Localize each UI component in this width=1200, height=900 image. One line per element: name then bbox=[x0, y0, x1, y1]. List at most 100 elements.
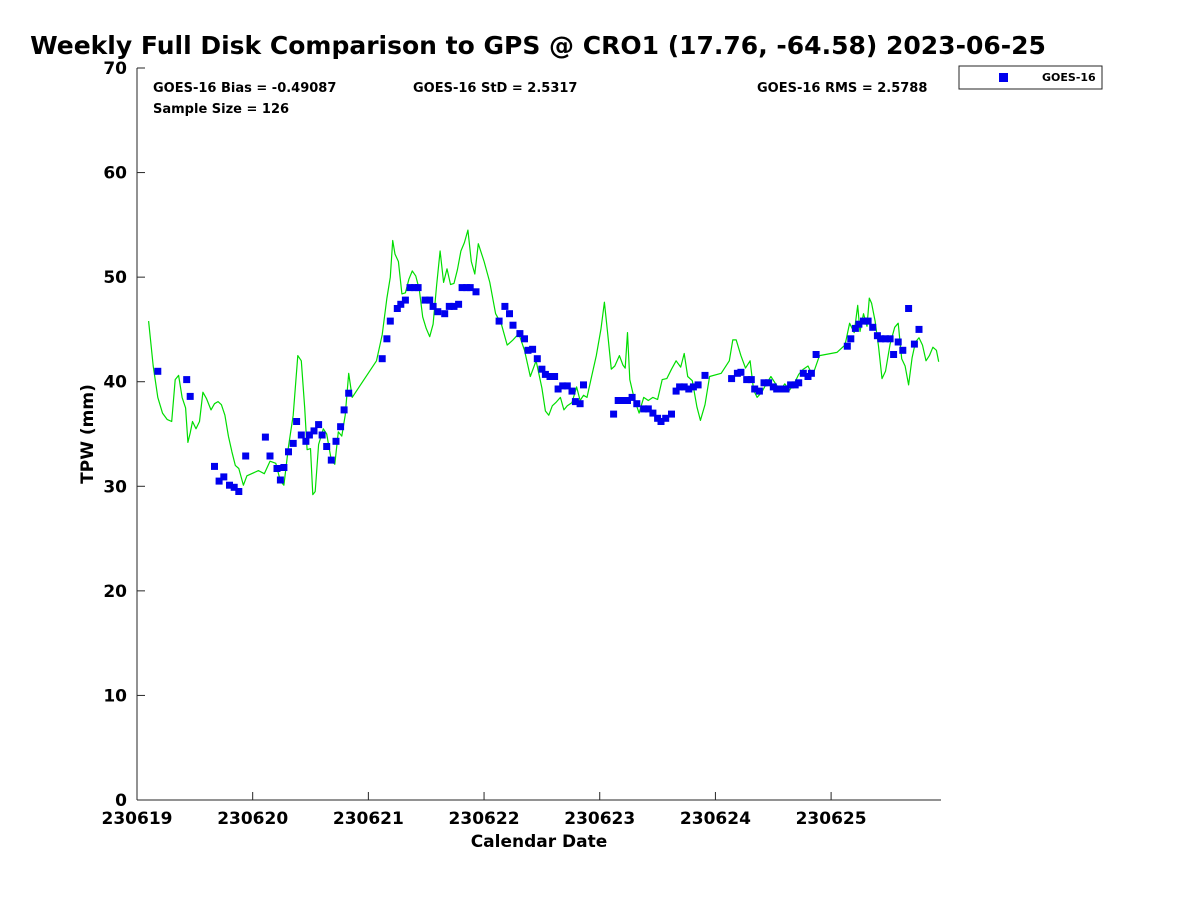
goes16-point bbox=[755, 387, 763, 395]
goes16-point bbox=[628, 393, 636, 401]
goes16-point bbox=[899, 346, 907, 354]
x-tick-label: 230625 bbox=[796, 809, 867, 829]
goes16-point bbox=[401, 296, 409, 304]
goes16-point bbox=[297, 431, 305, 439]
goes16-point bbox=[211, 462, 218, 470]
goes16-point bbox=[242, 452, 250, 460]
goes16-point bbox=[386, 317, 394, 325]
goes16-point bbox=[869, 323, 877, 331]
goes16-point bbox=[685, 385, 693, 393]
x-tick-label: 230619 bbox=[102, 809, 173, 829]
goes16-point bbox=[414, 284, 422, 292]
goes16-point bbox=[516, 330, 524, 338]
goes16-point bbox=[610, 410, 618, 418]
goes16-point bbox=[614, 397, 622, 404]
goes16-point bbox=[680, 383, 688, 391]
goes16-point bbox=[649, 409, 657, 417]
legend: GOES-16 bbox=[958, 65, 1103, 90]
goes16-point bbox=[624, 397, 631, 404]
x-tick-label: 230623 bbox=[564, 809, 635, 829]
goes16-point bbox=[230, 483, 238, 491]
y-tick-label: 0 bbox=[115, 791, 127, 811]
goes16-point bbox=[905, 305, 913, 312]
goes16-point bbox=[559, 382, 567, 390]
y-axis-label: TPW (mm) bbox=[78, 384, 98, 484]
goes16-point bbox=[529, 345, 537, 353]
goes16-point bbox=[509, 321, 517, 329]
y-tick-label: 40 bbox=[103, 373, 127, 393]
goes16-point bbox=[787, 381, 795, 389]
goes16-point bbox=[315, 421, 323, 429]
x-axis-ticks: 230619 230620 230621 230622 230623 230624 2306… bbox=[102, 792, 867, 829]
y-tick-label: 50 bbox=[103, 268, 127, 288]
goes16-point bbox=[455, 300, 463, 308]
x-tick-label: 230624 bbox=[680, 809, 751, 829]
goes16-point bbox=[910, 340, 918, 348]
goes16-point bbox=[406, 284, 414, 292]
goes16-point bbox=[521, 335, 528, 343]
goes16-point bbox=[576, 400, 584, 408]
y-tick-label: 60 bbox=[103, 164, 127, 184]
goes16-point bbox=[546, 373, 554, 380]
goes16-point bbox=[383, 335, 391, 343]
goes16-point bbox=[877, 335, 885, 343]
std-stat: GOES-16 StD = 2.5317 bbox=[413, 81, 577, 96]
goes16-point bbox=[619, 397, 627, 404]
x-axis-label: Calendar Date bbox=[471, 832, 608, 852]
goes16-point bbox=[302, 437, 310, 445]
goes16-point bbox=[886, 335, 894, 343]
goes16-point bbox=[777, 385, 785, 393]
goes16-point bbox=[293, 418, 301, 425]
goes16-point bbox=[397, 300, 405, 308]
goes16-point bbox=[226, 481, 233, 489]
goes16-point bbox=[261, 433, 269, 441]
y-tick-label: 30 bbox=[103, 477, 127, 497]
goes16-point bbox=[795, 379, 803, 387]
rms-stat: GOES-16 RMS = 2.5788 bbox=[757, 81, 927, 96]
goes16-point bbox=[765, 379, 773, 387]
goes16-point bbox=[466, 284, 474, 292]
y-tick-label: 70 bbox=[103, 59, 127, 79]
goes16-point bbox=[266, 452, 274, 460]
chart-title: Weekly Full Disk Comparison to GPS @ CRO… bbox=[30, 31, 1046, 60]
goes16-point bbox=[640, 405, 648, 413]
goes16-point bbox=[580, 381, 587, 389]
bias-stat: GOES-16 Bias = -0.49087 bbox=[153, 81, 336, 96]
plot-area bbox=[136, 68, 941, 801]
goes16-point bbox=[337, 423, 345, 431]
goes16-point bbox=[773, 385, 781, 393]
goes16-point bbox=[289, 439, 297, 447]
goes16-point bbox=[551, 373, 559, 380]
goes16-point bbox=[747, 376, 755, 384]
goes16-point bbox=[851, 324, 859, 332]
goes16-point bbox=[812, 351, 820, 358]
goes16-point bbox=[728, 375, 736, 383]
goes16-point bbox=[807, 369, 815, 377]
goes16-point bbox=[305, 431, 313, 439]
goes16-point bbox=[506, 310, 513, 318]
goes16-point bbox=[843, 342, 851, 350]
goes16-point bbox=[186, 392, 194, 400]
goes16-point bbox=[860, 317, 867, 325]
goes16-point bbox=[458, 284, 466, 292]
goes16-point bbox=[310, 427, 318, 435]
goes16-point bbox=[495, 317, 503, 325]
goes16-point bbox=[894, 338, 902, 346]
goes16-point bbox=[429, 302, 437, 310]
goes16-point bbox=[864, 317, 872, 325]
goes16-point bbox=[737, 368, 745, 376]
goes16-point bbox=[183, 376, 191, 384]
goes16-point bbox=[332, 437, 340, 445]
goes16-point bbox=[855, 320, 863, 328]
goes16-point bbox=[421, 296, 429, 304]
goes16-point bbox=[760, 379, 768, 387]
goes16-point bbox=[220, 473, 228, 481]
goes16-point bbox=[571, 398, 579, 406]
goes16-point bbox=[751, 385, 759, 393]
series-layer bbox=[148, 229, 940, 496]
goes16-point bbox=[285, 448, 292, 456]
goes16-point bbox=[215, 477, 223, 485]
goes16-point bbox=[533, 355, 541, 363]
goes16-point bbox=[847, 335, 855, 343]
